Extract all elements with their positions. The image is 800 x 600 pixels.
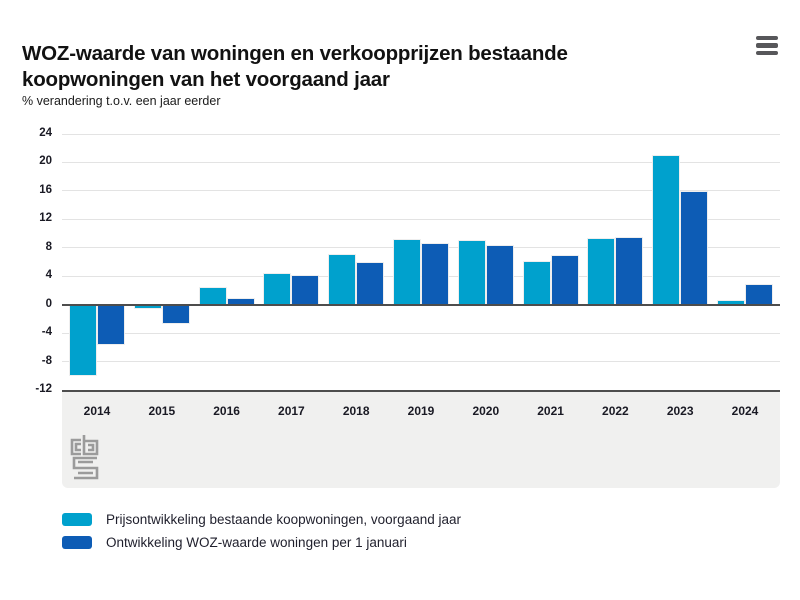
bar-2019-series1[interactable] <box>393 238 421 306</box>
x-tick-label-2021: 2021 <box>537 404 564 418</box>
x-tick-label-2023: 2023 <box>666 404 694 418</box>
y-tick-label: -8 <box>41 354 52 367</box>
bar-2017-series1[interactable] <box>263 273 292 306</box>
gridline <box>62 332 780 334</box>
legend-swatch-icon <box>62 513 92 526</box>
y-tick-label: 16 <box>39 183 52 196</box>
chart-title: WOZ-waarde van woningen en verkoopprijze… <box>22 41 568 91</box>
x-tick-label-2016: 2016 <box>213 404 240 418</box>
bar-2016-series1[interactable] <box>198 287 227 306</box>
bar-2016-series2[interactable] <box>226 298 255 306</box>
bar-2019-series2[interactable] <box>421 243 449 306</box>
legend-label: Prijsontwikkeling bestaande koopwoningen… <box>106 512 461 527</box>
menu-bar <box>756 36 778 41</box>
bar-2021-series1[interactable] <box>522 261 551 306</box>
plot-area <box>62 133 780 390</box>
y-tick-label: 8 <box>45 240 52 253</box>
bar-2024-series1[interactable] <box>717 300 745 306</box>
gridline <box>62 161 780 163</box>
y-tick-label: 24 <box>39 127 52 139</box>
x-tick-label-2014: 2014 <box>83 404 111 418</box>
y-tick-label: -4 <box>41 326 52 339</box>
gridline <box>62 275 780 277</box>
menu-bar <box>756 50 778 55</box>
x-tick-label-2015: 2015 <box>148 404 176 418</box>
zero-axis-line <box>62 303 780 306</box>
bar-2020-series2[interactable] <box>485 245 514 306</box>
bar-2022-series1[interactable] <box>587 237 616 306</box>
x-tick-label-2019: 2019 <box>407 404 435 418</box>
x-tick-label-2020: 2020 <box>472 404 500 418</box>
x-tick-label-2017: 2017 <box>278 404 305 418</box>
menu-bar <box>756 43 778 48</box>
legend: Prijsontwikkeling bestaande koopwoningen… <box>62 512 461 558</box>
x-axis-band: 2014 2015 2016 2017 2018 2019 2020 2021 2022 2023… <box>62 390 780 488</box>
bar-2022-series2[interactable] <box>615 236 644 306</box>
gridline <box>62 247 780 249</box>
gridline <box>62 361 780 363</box>
y-tick-label: 20 <box>39 155 52 168</box>
x-tick-label-2024: 2024 <box>731 404 759 418</box>
bar-2023-series2[interactable] <box>680 190 709 306</box>
hamburger-menu-icon[interactable] <box>755 36 779 58</box>
bar-2024-series2[interactable] <box>745 283 773 306</box>
bar-2018-series2[interactable] <box>356 262 385 306</box>
x-tick-label-2022: 2022 <box>602 404 629 418</box>
bar-2018-series1[interactable] <box>328 253 357 306</box>
legend-item-1: Prijsontwikkeling bestaande koopwoningen… <box>62 512 461 527</box>
y-tick-label: 12 <box>39 212 52 225</box>
gridline <box>62 218 780 220</box>
bar-2015-series1[interactable] <box>133 303 162 309</box>
bar-2023-series1[interactable] <box>652 155 681 306</box>
legend-swatch-icon <box>62 536 92 549</box>
legend-label: Ontwikkeling WOZ-waarde woningen per 1 j… <box>106 535 407 550</box>
cbs-logo <box>70 435 99 480</box>
gridline <box>62 190 780 192</box>
gridline <box>62 133 780 135</box>
bar-2014-series2[interactable] <box>97 303 125 346</box>
y-tick-label: 0 <box>45 297 52 310</box>
y-tick-label: -12 <box>35 383 52 395</box>
y-axis-unit-label: % verandering t.o.v. een jaar eerder <box>22 94 221 108</box>
bar-2017-series2[interactable] <box>291 275 320 306</box>
bar-2014-series1[interactable] <box>69 303 97 377</box>
bar-2015-series2[interactable] <box>161 303 190 325</box>
y-tick-label: 4 <box>45 269 52 282</box>
x-tick-label-2018: 2018 <box>342 404 370 418</box>
bar-2021-series2[interactable] <box>550 255 579 306</box>
legend-item-2: Ontwikkeling WOZ-waarde woningen per 1 j… <box>62 535 461 550</box>
bar-2020-series1[interactable] <box>457 239 486 306</box>
